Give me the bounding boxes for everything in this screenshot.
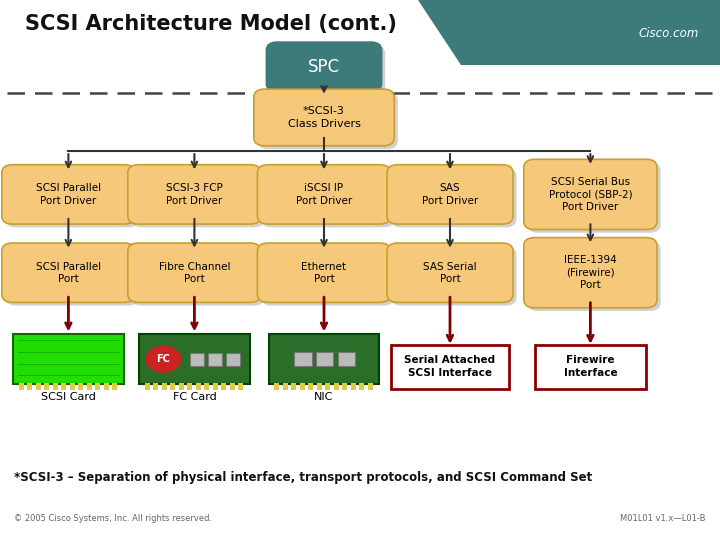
- FancyBboxPatch shape: [112, 383, 117, 390]
- FancyBboxPatch shape: [238, 383, 243, 390]
- FancyBboxPatch shape: [19, 383, 24, 390]
- FancyBboxPatch shape: [316, 352, 333, 366]
- FancyBboxPatch shape: [190, 353, 204, 366]
- FancyBboxPatch shape: [104, 383, 109, 390]
- FancyBboxPatch shape: [128, 243, 261, 302]
- FancyBboxPatch shape: [87, 383, 92, 390]
- Text: SCSI-3 FCP
Port Driver: SCSI-3 FCP Port Driver: [166, 183, 222, 206]
- Text: SPC: SPC: [308, 58, 340, 76]
- FancyBboxPatch shape: [300, 383, 305, 390]
- FancyBboxPatch shape: [27, 383, 32, 390]
- FancyBboxPatch shape: [162, 383, 167, 390]
- Text: © 2005 Cisco Systems, Inc. All rights reserved.: © 2005 Cisco Systems, Inc. All rights re…: [14, 514, 212, 523]
- FancyBboxPatch shape: [527, 163, 661, 233]
- FancyBboxPatch shape: [317, 383, 322, 390]
- FancyBboxPatch shape: [253, 89, 395, 146]
- FancyBboxPatch shape: [387, 165, 513, 224]
- FancyBboxPatch shape: [338, 352, 355, 366]
- FancyBboxPatch shape: [523, 159, 657, 230]
- Text: SCSI Parallel
Port Driver: SCSI Parallel Port Driver: [36, 183, 101, 206]
- FancyBboxPatch shape: [78, 383, 84, 390]
- Text: Firewire
Interface: Firewire Interface: [564, 355, 617, 378]
- FancyBboxPatch shape: [2, 165, 135, 224]
- Text: IEEE-1394
(Firewire)
Port: IEEE-1394 (Firewire) Port: [564, 255, 617, 290]
- Text: *SCSI-3 – Separation of physical interface, transport protocols, and SCSI Comman: *SCSI-3 – Separation of physical interfa…: [14, 471, 593, 484]
- FancyBboxPatch shape: [2, 243, 135, 302]
- Text: Cisco.com: Cisco.com: [638, 27, 698, 40]
- Text: iSCSI IP
Port Driver: iSCSI IP Port Driver: [296, 183, 352, 206]
- Text: SCSI Parallel
Port: SCSI Parallel Port: [36, 261, 101, 284]
- FancyBboxPatch shape: [258, 92, 397, 149]
- FancyBboxPatch shape: [226, 353, 240, 366]
- Text: SCSI Serial Bus
Protocol (SBP-2)
Port Driver: SCSI Serial Bus Protocol (SBP-2) Port Dr…: [549, 177, 632, 212]
- FancyBboxPatch shape: [527, 241, 661, 311]
- Text: Serial Attached
SCSI Interface: Serial Attached SCSI Interface: [405, 355, 495, 378]
- FancyBboxPatch shape: [390, 168, 517, 227]
- FancyBboxPatch shape: [325, 383, 330, 390]
- FancyBboxPatch shape: [196, 383, 201, 390]
- FancyBboxPatch shape: [221, 383, 226, 390]
- FancyBboxPatch shape: [70, 383, 75, 390]
- FancyBboxPatch shape: [6, 246, 138, 306]
- Text: SCSI Architecture Model (cont.): SCSI Architecture Model (cont.): [25, 14, 397, 35]
- FancyBboxPatch shape: [13, 334, 124, 384]
- Text: SAS Serial
Port: SAS Serial Port: [423, 261, 477, 284]
- Polygon shape: [418, 0, 720, 65]
- FancyBboxPatch shape: [261, 168, 395, 227]
- FancyBboxPatch shape: [208, 353, 222, 366]
- FancyBboxPatch shape: [351, 383, 356, 390]
- FancyBboxPatch shape: [53, 383, 58, 390]
- FancyBboxPatch shape: [523, 238, 657, 308]
- FancyBboxPatch shape: [269, 334, 379, 384]
- Text: M01L01 v1.x—L01-B: M01L01 v1.x—L01-B: [620, 514, 706, 523]
- FancyBboxPatch shape: [145, 383, 150, 390]
- Text: Ethernet
Port: Ethernet Port: [302, 261, 346, 284]
- FancyBboxPatch shape: [230, 383, 235, 390]
- FancyBboxPatch shape: [390, 345, 510, 389]
- FancyBboxPatch shape: [270, 45, 385, 95]
- FancyBboxPatch shape: [132, 246, 265, 306]
- Text: SCSI Card: SCSI Card: [41, 392, 96, 402]
- FancyBboxPatch shape: [343, 383, 348, 390]
- FancyBboxPatch shape: [61, 383, 66, 390]
- FancyBboxPatch shape: [261, 246, 395, 306]
- FancyBboxPatch shape: [294, 352, 312, 366]
- FancyBboxPatch shape: [258, 165, 390, 224]
- Text: Fibre Channel
Port: Fibre Channel Port: [158, 261, 230, 284]
- Text: SAS
Port Driver: SAS Port Driver: [422, 183, 478, 206]
- FancyBboxPatch shape: [274, 383, 279, 390]
- FancyBboxPatch shape: [292, 383, 297, 390]
- Text: FC: FC: [156, 354, 171, 364]
- FancyBboxPatch shape: [266, 42, 382, 92]
- FancyBboxPatch shape: [153, 383, 158, 390]
- FancyBboxPatch shape: [308, 383, 313, 390]
- Text: FC Card: FC Card: [173, 392, 216, 402]
- FancyBboxPatch shape: [187, 383, 192, 390]
- FancyBboxPatch shape: [6, 168, 138, 227]
- FancyBboxPatch shape: [95, 383, 100, 390]
- FancyBboxPatch shape: [359, 383, 364, 390]
- FancyBboxPatch shape: [213, 383, 218, 390]
- FancyBboxPatch shape: [368, 383, 373, 390]
- FancyBboxPatch shape: [334, 383, 339, 390]
- FancyBboxPatch shape: [179, 383, 184, 390]
- FancyBboxPatch shape: [36, 383, 41, 390]
- Circle shape: [146, 346, 181, 372]
- FancyBboxPatch shape: [204, 383, 210, 390]
- FancyBboxPatch shape: [387, 243, 513, 302]
- FancyBboxPatch shape: [390, 246, 517, 306]
- FancyBboxPatch shape: [44, 383, 49, 390]
- FancyBboxPatch shape: [128, 165, 261, 224]
- FancyBboxPatch shape: [139, 334, 250, 384]
- FancyBboxPatch shape: [258, 243, 390, 302]
- FancyBboxPatch shape: [170, 383, 175, 390]
- FancyBboxPatch shape: [534, 345, 647, 389]
- FancyBboxPatch shape: [132, 168, 265, 227]
- Text: NIC: NIC: [315, 392, 333, 402]
- FancyBboxPatch shape: [283, 383, 288, 390]
- Text: *SCSI-3
Class Drivers: *SCSI-3 Class Drivers: [287, 106, 361, 129]
